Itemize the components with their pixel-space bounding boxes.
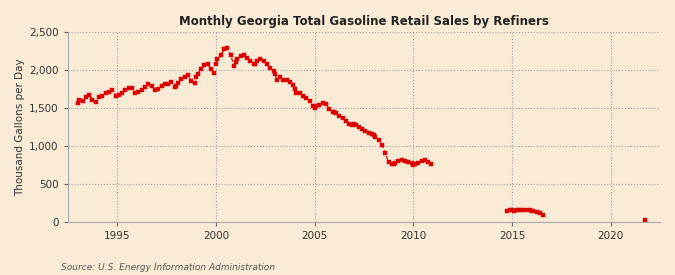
Title: Monthly Georgia Total Gasoline Retail Sales by Refiners: Monthly Georgia Total Gasoline Retail Sa… xyxy=(179,15,549,28)
Text: Source: U.S. Energy Information Administration: Source: U.S. Energy Information Administ… xyxy=(61,263,275,272)
Y-axis label: Thousand Gallons per Day: Thousand Gallons per Day xyxy=(15,58,25,196)
